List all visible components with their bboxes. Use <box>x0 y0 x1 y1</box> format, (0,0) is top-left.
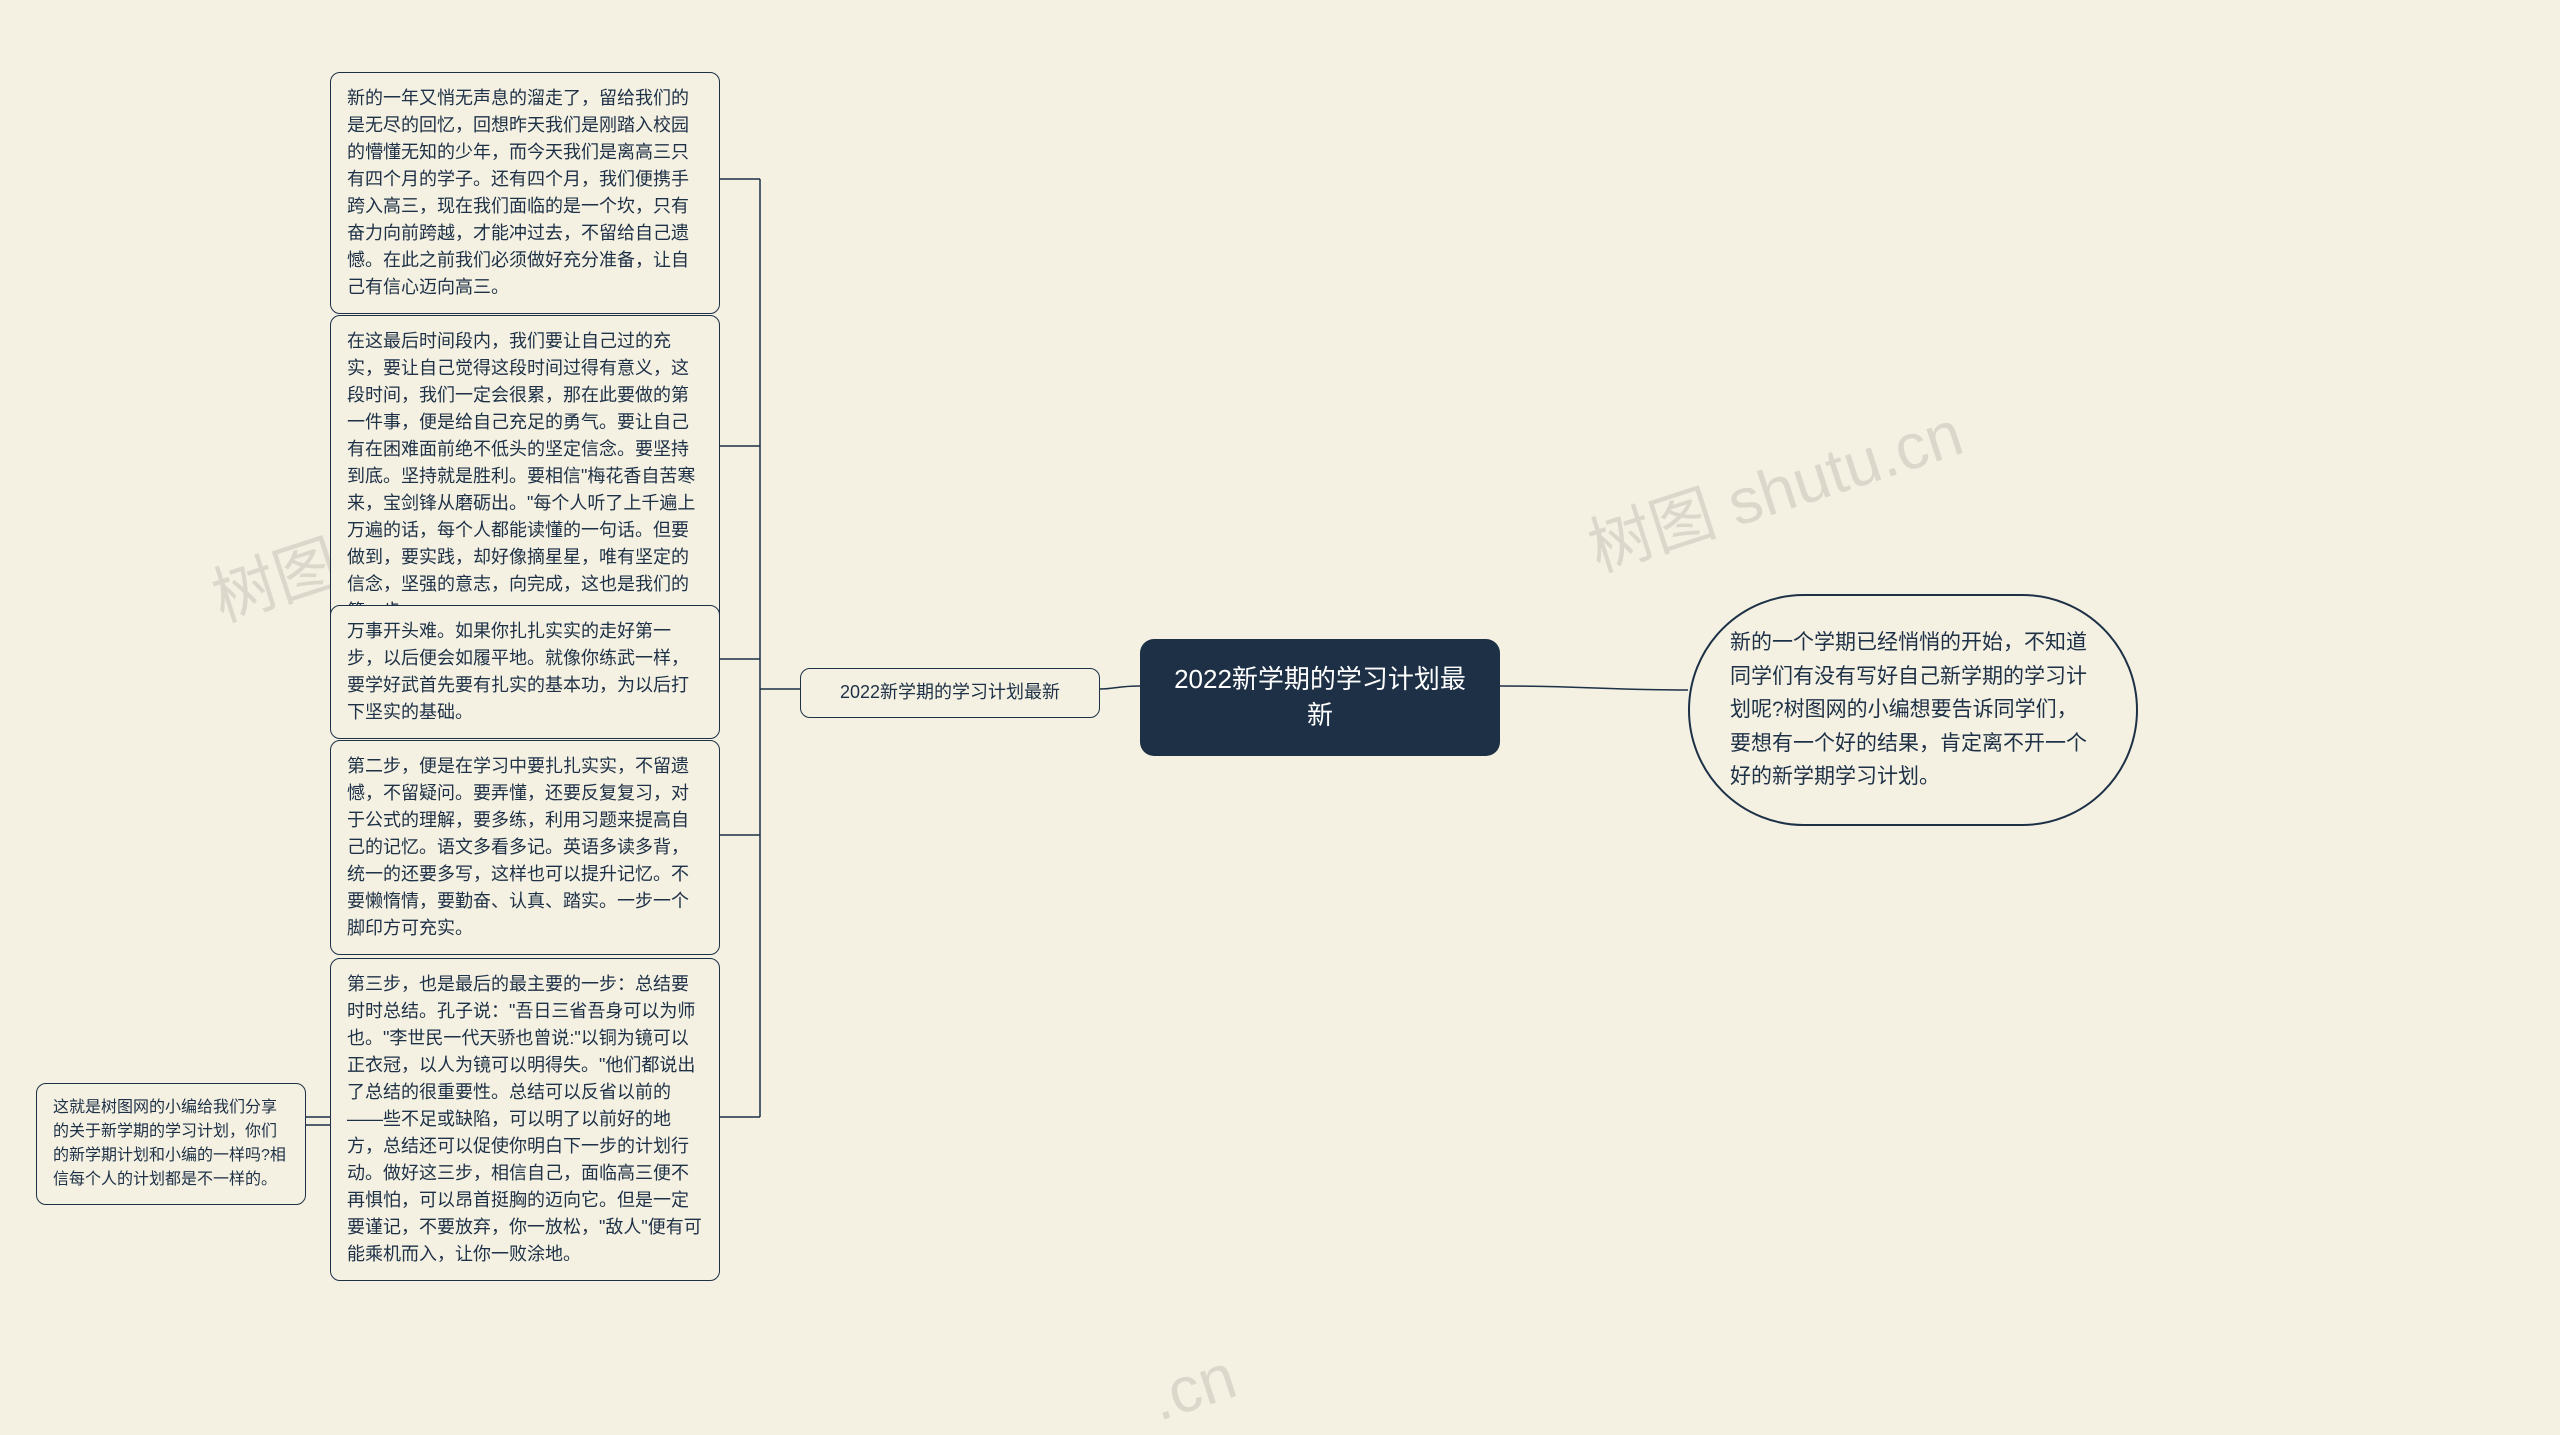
watermark: 树图 shutu.cn <box>1575 382 1972 589</box>
intro-node: 新的一个学期已经悄悄的开始，不知道同学们有没有写好自己新学期的学习计划呢?树图网… <box>1688 594 2138 826</box>
leaf-node: 第二步，便是在学习中要扎扎实实，不留遗憾，不留疑问。要弄懂，还要反复复习，对于公… <box>330 740 720 955</box>
leaf-text: 在这最后时间段内，我们要让自己过的充实，要让自己觉得这段时间过得有意义，这段时间… <box>347 331 695 621</box>
tail-text: 这就是树图网的小编给我们分享的关于新学期的学习计划，你们的新学期计划和小编的一样… <box>53 1099 286 1188</box>
intro-text: 新的一个学期已经悄悄的开始，不知道同学们有没有写好自己新学期的学习计划呢?树图网… <box>1730 631 2087 788</box>
leaf-text: 新的一年又悄无声息的溜走了，留给我们的是无尽的回忆，回想昨天我们是刚踏入校园的懵… <box>347 88 689 297</box>
leaf-node: 在这最后时间段内，我们要让自己过的充实，要让自己觉得这段时间过得有意义，这段时间… <box>330 315 720 638</box>
leaf-node: 第三步，也是最后的最主要的一步：总结要时时总结。孔子说："吾日三省吾身可以为师也… <box>330 958 720 1281</box>
leaf-node: 万事开头难。如果你扎扎实实的走好第一步，以后便会如履平地。就像你练武一样，要学好… <box>330 605 720 739</box>
leaf-text: 第二步，便是在学习中要扎扎实实，不留遗憾，不留疑问。要弄懂，还要反复复习，对于公… <box>347 756 689 938</box>
subtitle-text: 2022新学期的学习计划最新 <box>840 682 1060 702</box>
leaf-node: 新的一年又悄无声息的溜走了，留给我们的是无尽的回忆，回想昨天我们是刚踏入校园的懵… <box>330 72 720 314</box>
tail-node: 这就是树图网的小编给我们分享的关于新学期的学习计划，你们的新学期计划和小编的一样… <box>36 1083 306 1205</box>
watermark: 树图 <box>199 512 349 639</box>
watermark: .cn <box>1141 1339 1245 1435</box>
subtitle-node: 2022新学期的学习计划最新 <box>800 668 1100 718</box>
leaf-text: 第三步，也是最后的最主要的一步：总结要时时总结。孔子说："吾日三省吾身可以为师也… <box>347 974 702 1264</box>
root-node: 2022新学期的学习计划最新 <box>1140 639 1500 756</box>
root-title: 2022新学期的学习计划最新 <box>1174 664 1466 730</box>
leaf-text: 万事开头难。如果你扎扎实实的走好第一步，以后便会如履平地。就像你练武一样，要学好… <box>347 621 689 722</box>
